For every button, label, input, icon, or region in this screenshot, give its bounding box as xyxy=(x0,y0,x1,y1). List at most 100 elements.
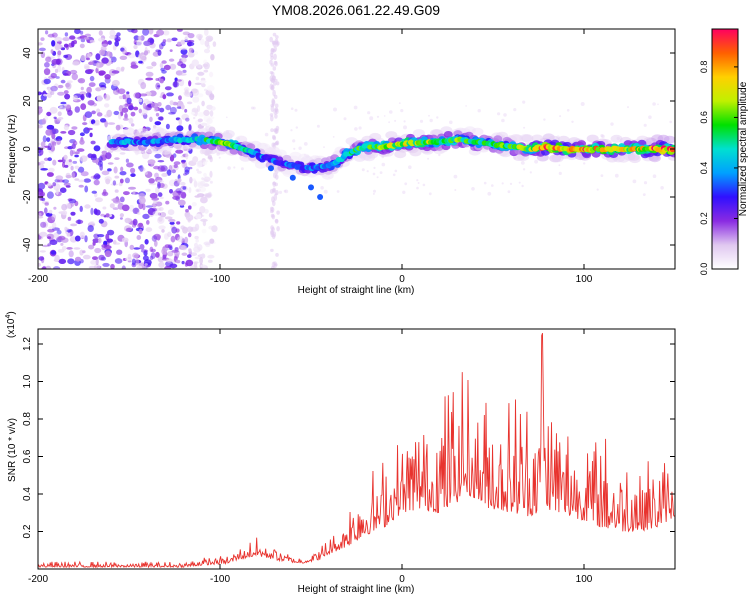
heatmap-cell xyxy=(68,198,77,204)
heatmap-cell xyxy=(134,258,140,266)
heatmap-cell xyxy=(438,153,441,157)
heatmap-cell xyxy=(119,178,124,184)
heatmap-cell xyxy=(200,122,208,127)
heatmap-cell xyxy=(47,33,55,38)
heatmap-cell xyxy=(43,78,51,85)
heatmap-cell xyxy=(104,103,110,108)
heatmap-cell xyxy=(534,159,538,164)
heatmap-cell xyxy=(121,237,129,243)
heatmap-cell xyxy=(162,94,167,100)
heatmap-cell xyxy=(185,152,189,160)
heatmap-cell xyxy=(54,83,59,89)
heatmap-cell xyxy=(70,223,78,227)
heatmap-cell xyxy=(197,118,203,123)
heatmap-cell xyxy=(333,107,337,112)
heatmap-cell xyxy=(76,148,85,152)
heatmap-cell xyxy=(77,166,85,173)
heatmap-cell xyxy=(154,121,162,126)
heatmap-cell xyxy=(520,161,525,165)
heatmap-cell xyxy=(89,132,93,138)
heatmap-cell xyxy=(98,37,105,42)
heatmap-cell xyxy=(269,83,274,90)
heatmap-cell xyxy=(84,204,91,209)
heatmap-cell xyxy=(44,202,49,206)
heatmap-cell xyxy=(109,35,117,40)
colorbar-tick-label: 0.6 xyxy=(699,111,709,124)
heatmap-cell xyxy=(119,55,128,60)
heatmap-cell xyxy=(87,153,93,158)
heatmap-cell xyxy=(372,172,376,176)
heatmap-cell xyxy=(98,254,105,261)
heatmap-cell xyxy=(403,120,406,123)
heatmap-cell xyxy=(114,40,119,47)
heatmap-cell xyxy=(98,70,106,76)
heatmap-cell xyxy=(252,106,256,110)
heatmap-cell xyxy=(429,118,433,123)
heatmap-cell xyxy=(181,260,185,265)
heatmap-cell xyxy=(203,176,211,182)
heatmap-cell xyxy=(186,226,194,233)
x-tick-label: 0 xyxy=(399,574,405,585)
heatmap-cell xyxy=(74,256,82,262)
heatmap-cell xyxy=(200,253,206,259)
heatmap-cell xyxy=(298,146,302,150)
heatmap-cell xyxy=(57,91,65,96)
heatmap-cell xyxy=(71,126,78,130)
heatmap-cell xyxy=(39,160,45,165)
heatmap-cell xyxy=(336,190,340,193)
heatmap-cell xyxy=(166,258,173,263)
heatmap-cell xyxy=(264,132,269,137)
heatmap-cell xyxy=(179,73,187,76)
heatmap-cell xyxy=(74,106,81,113)
heatmap-cell xyxy=(179,47,188,51)
heatmap-cell xyxy=(126,91,130,95)
heatmap-cell xyxy=(157,49,162,56)
heatmap-cell xyxy=(95,53,101,61)
heatmap-cell xyxy=(188,205,192,210)
heatmap-cell xyxy=(212,41,217,47)
heatmap-cell xyxy=(88,82,96,87)
heatmap-cell xyxy=(155,82,161,90)
heatmap-cell xyxy=(194,223,200,231)
heatmap-cell xyxy=(198,193,203,197)
heatmap-cell xyxy=(394,119,397,122)
heatmap-cell xyxy=(60,242,64,246)
heatmap-cell xyxy=(159,212,167,218)
heatmap-cell xyxy=(149,255,154,261)
heatmap-cell xyxy=(78,184,84,188)
heatmap-cell xyxy=(152,211,161,216)
heatmap-cell xyxy=(133,35,140,41)
heatmap-cell xyxy=(185,209,189,213)
heatmap-cell xyxy=(120,166,124,172)
heatmap-cell xyxy=(208,191,212,195)
heatmap-cell xyxy=(80,103,87,110)
heatmap-cell xyxy=(208,225,214,230)
heatmap-cell xyxy=(46,124,55,130)
heatmap-cell xyxy=(53,266,61,269)
heatmap-cell xyxy=(65,174,72,179)
heatmap-cell xyxy=(162,39,167,43)
heatmap-cell xyxy=(87,225,94,232)
heatmap-cell xyxy=(274,103,279,108)
heatmap-cell xyxy=(323,189,328,194)
heatmap-cell xyxy=(197,71,205,76)
heatmap-cell xyxy=(79,205,83,212)
heatmap-cell xyxy=(250,106,254,110)
heatmap-cell xyxy=(158,216,163,222)
heatmap-cell xyxy=(101,191,109,197)
heatmap-cell xyxy=(652,102,656,106)
heatmap-cell xyxy=(93,145,101,152)
heatmap-cell xyxy=(135,39,143,47)
heatmap-cell xyxy=(416,179,419,182)
heatmap-cell xyxy=(57,84,64,89)
heatmap-cell xyxy=(107,40,112,45)
heatmap-cell xyxy=(184,108,188,113)
heatmap-cell xyxy=(84,235,88,243)
x-tick-label: -200 xyxy=(28,574,48,585)
heatmap-cell xyxy=(65,185,71,188)
heatmap-cell xyxy=(182,186,187,190)
heatmap-cell xyxy=(207,254,215,259)
heatmap-cell xyxy=(270,213,275,218)
heatmap-cell xyxy=(55,188,59,195)
heatmap-cell xyxy=(596,188,599,191)
